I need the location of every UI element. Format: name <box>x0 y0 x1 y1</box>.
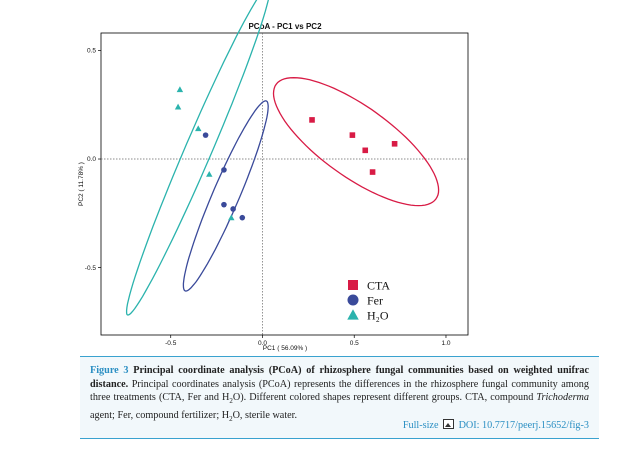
x-tick-label: 0.0 <box>258 340 267 347</box>
legend-label-ho: H₂O <box>367 309 389 323</box>
x-tick-label: 1.0 <box>441 340 450 347</box>
zero-reference-lines <box>101 33 468 335</box>
y-tick-label: 0.0 <box>87 156 96 163</box>
point-fer-4 <box>230 206 236 212</box>
y-axis-label: PC2 ( 11.78% ) <box>78 162 85 206</box>
ellipse-ho <box>125 0 269 316</box>
caption-text-3: agent; Fer, compound fertilizer; H <box>90 409 230 421</box>
point-ho-3 <box>195 125 202 132</box>
point-ho-1 <box>176 86 184 93</box>
x-axis-label: PC1 ( 56.09% ) <box>263 345 307 352</box>
y-tick-label: 0.5 <box>87 48 96 55</box>
chart-title: PCoA - PC1 vs PC2 <box>248 22 322 31</box>
doi-link[interactable]: DOI: 10.7717/peerj.15652/fig-3 <box>458 420 589 432</box>
legend-marker-fer <box>347 294 359 306</box>
point-cta-1 <box>309 117 315 123</box>
point-cta-4 <box>369 169 376 175</box>
point-cta-2 <box>349 132 356 138</box>
point-ho-4 <box>206 171 213 177</box>
caption-italic-term: Trichoderma <box>536 392 590 404</box>
point-cta-3 <box>362 147 369 154</box>
image-icon[interactable] <box>443 419 455 430</box>
point-ho-5 <box>228 214 235 221</box>
caption-text-1: Principal coordinates analysis (PCoA) re… <box>90 378 589 404</box>
fullsize-link[interactable]: Full-size <box>402 420 439 432</box>
caption-links: Full-size DOI: 10.7717/peerj.15652/fig-3 <box>403 419 589 433</box>
x-tick-label: 0.5 <box>350 340 359 347</box>
pcoa-chart: PCoA - PC1 vs PC2 -0.5 0.0 0.5 1.0 0.50.0-0… <box>78 0 469 352</box>
data-points <box>174 86 398 221</box>
figure-label: Figure 3 <box>90 365 129 376</box>
ellipse-cta <box>272 77 440 207</box>
subscript-2: 2 <box>229 397 233 406</box>
point-ho-2 <box>174 103 182 110</box>
point-cta-5 <box>391 141 398 147</box>
point-fer-2 <box>221 167 227 173</box>
y-axis-ticks: 0.5 0.0 -0.5 <box>85 48 101 272</box>
caption-text-2: O). Different colored shapes represent d… <box>232 392 537 404</box>
x-axis-ticks: -0.5 0.0 0.5 1.0 <box>165 335 451 347</box>
plot-area-frame <box>100 32 469 336</box>
confidence-ellipses <box>125 0 440 316</box>
y-tick-label: -0.5 <box>85 265 97 272</box>
caption-text-4: O, sterile water. <box>232 409 298 421</box>
ellipse-fer <box>182 100 269 292</box>
x-tick-label: -0.5 <box>165 340 177 347</box>
point-fer-3 <box>221 201 227 208</box>
figure-caption: Figure 3 Principal coordinate analysis (… <box>80 356 599 439</box>
point-fer-1 <box>202 132 209 138</box>
legend-label-cta: CTA <box>367 279 390 293</box>
subscript-2b: 2 <box>229 414 233 423</box>
figure-title: Principal coordinate analysis (PCoA) of … <box>90 365 589 390</box>
legend-marker-ho <box>347 309 359 320</box>
point-fer-5 <box>239 214 246 221</box>
legend-marker-cta <box>348 280 358 290</box>
legend-label-fer: Fer <box>367 294 383 308</box>
